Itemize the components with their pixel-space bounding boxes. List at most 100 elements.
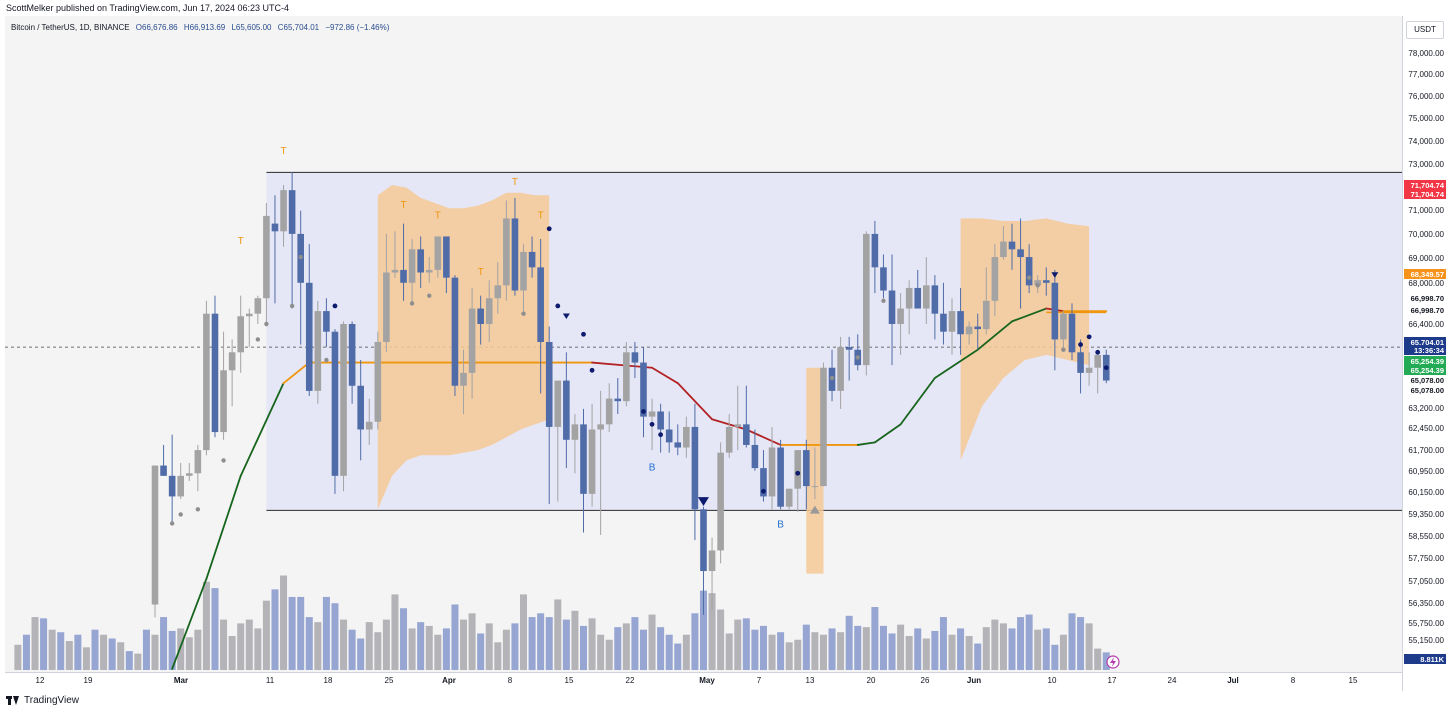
time-axis-area[interactable]	[5, 672, 1402, 692]
price-label-box	[1404, 305, 1446, 315]
candle-body	[263, 215, 270, 299]
price-tick-label: 56,350.00	[1408, 599, 1444, 608]
volume-bar	[520, 594, 528, 670]
price-tick-label: 57,750.00	[1408, 554, 1444, 563]
volume-bar	[1034, 629, 1042, 670]
signal-dot	[1095, 349, 1101, 355]
symbol-legend: Bitcoin / TetherUS, 1D, BINANCE O66,676.…	[11, 23, 393, 32]
price-tick-label: 74,000.00	[1408, 137, 1444, 146]
currency-button[interactable]: USDT	[1406, 21, 1444, 39]
signal-dot	[521, 311, 526, 316]
candle-body	[443, 236, 450, 278]
volume-bar	[914, 628, 922, 670]
volume-bar	[605, 639, 613, 670]
candle-body	[708, 550, 716, 572]
candle-body	[340, 323, 347, 476]
candle-body	[503, 218, 510, 286]
candle-body	[743, 424, 750, 445]
volume-bar	[931, 630, 939, 670]
volume-bar	[400, 608, 408, 670]
candle-body	[683, 426, 690, 448]
volume-bar	[194, 629, 202, 670]
time-tick-label: 22	[626, 676, 635, 685]
candle-body	[734, 424, 742, 427]
volume-bar	[785, 642, 793, 670]
candle-body	[665, 429, 673, 443]
volume-bar	[65, 641, 73, 670]
volume-bar	[417, 622, 425, 670]
volume-bar	[674, 643, 682, 670]
signal-dot	[658, 432, 664, 438]
volume-bar	[554, 599, 562, 670]
price-tick-label: 60,950.00	[1408, 467, 1444, 476]
signal-dot	[409, 301, 415, 306]
volume-bar	[999, 623, 1007, 670]
price-label-box	[1404, 385, 1446, 395]
signal-dot	[195, 507, 201, 512]
candle-body	[228, 352, 236, 371]
volume-bar	[528, 617, 536, 670]
candle-body	[897, 308, 904, 324]
volume-bar	[494, 642, 502, 670]
candle-body	[1068, 313, 1076, 353]
candle-body	[185, 473, 193, 476]
price-label-box	[1404, 345, 1446, 355]
candle-body	[785, 488, 793, 507]
candle-body	[725, 426, 733, 453]
tradingview-brand: TradingView	[6, 695, 79, 706]
signal-dot	[649, 421, 655, 427]
candle-body	[657, 411, 664, 430]
volume-bar	[631, 617, 639, 670]
price-tick-label: 73,000.00	[1408, 160, 1444, 169]
candle-body	[1000, 241, 1007, 258]
volume-bar	[922, 638, 930, 670]
volume-bar	[965, 635, 973, 670]
candle-body	[245, 313, 253, 317]
signal-dot	[555, 303, 561, 309]
volume-bar	[1025, 614, 1033, 670]
trend-line-segment	[976, 320, 1013, 351]
volume-bar	[100, 634, 108, 670]
candle-body	[1085, 367, 1093, 373]
time-tick-label: 19	[84, 676, 93, 685]
volume-bar	[160, 617, 168, 670]
volume-bar	[897, 624, 905, 670]
candle-body	[545, 341, 553, 427]
volume-bar	[271, 589, 279, 670]
candle-body	[323, 311, 330, 332]
legend-change: −972.86 (−1.46%)	[325, 23, 390, 32]
volume-bar	[57, 632, 65, 670]
volume-bar	[331, 603, 339, 670]
price-tick-label: 66,400.00	[1408, 320, 1444, 329]
volume-bar	[571, 610, 579, 670]
time-tick-label: 15	[565, 676, 574, 685]
signal-dot	[1078, 342, 1083, 347]
trend-line-segment	[239, 382, 285, 477]
time-tick-label: Jun	[967, 676, 981, 685]
signal-dot	[546, 226, 552, 232]
signal-label: T	[238, 236, 244, 247]
signal-label: B	[649, 463, 656, 474]
candle-body	[674, 442, 682, 448]
signal-dot	[221, 458, 226, 463]
volume-bar	[862, 627, 870, 670]
candle-body	[837, 347, 844, 391]
price-tick-label: 68,000.00	[1408, 279, 1444, 288]
volume-bar	[48, 629, 56, 670]
volume-bar	[982, 627, 990, 670]
volume-bar	[82, 647, 90, 670]
candle-body	[391, 269, 399, 273]
signal-label: T	[435, 210, 441, 221]
signal-dot	[761, 488, 766, 494]
volume-bar	[622, 623, 630, 670]
volume-bar	[682, 634, 690, 670]
price-label-box	[1404, 365, 1446, 375]
time-tick-label: May	[699, 676, 715, 685]
signal-label: T	[538, 210, 544, 221]
time-tick-label: 12	[36, 676, 45, 685]
candle-body	[554, 380, 562, 427]
price-label-text: 65,078.00	[1411, 376, 1444, 385]
sell-triangle	[1051, 272, 1059, 278]
candle-body	[280, 190, 287, 232]
